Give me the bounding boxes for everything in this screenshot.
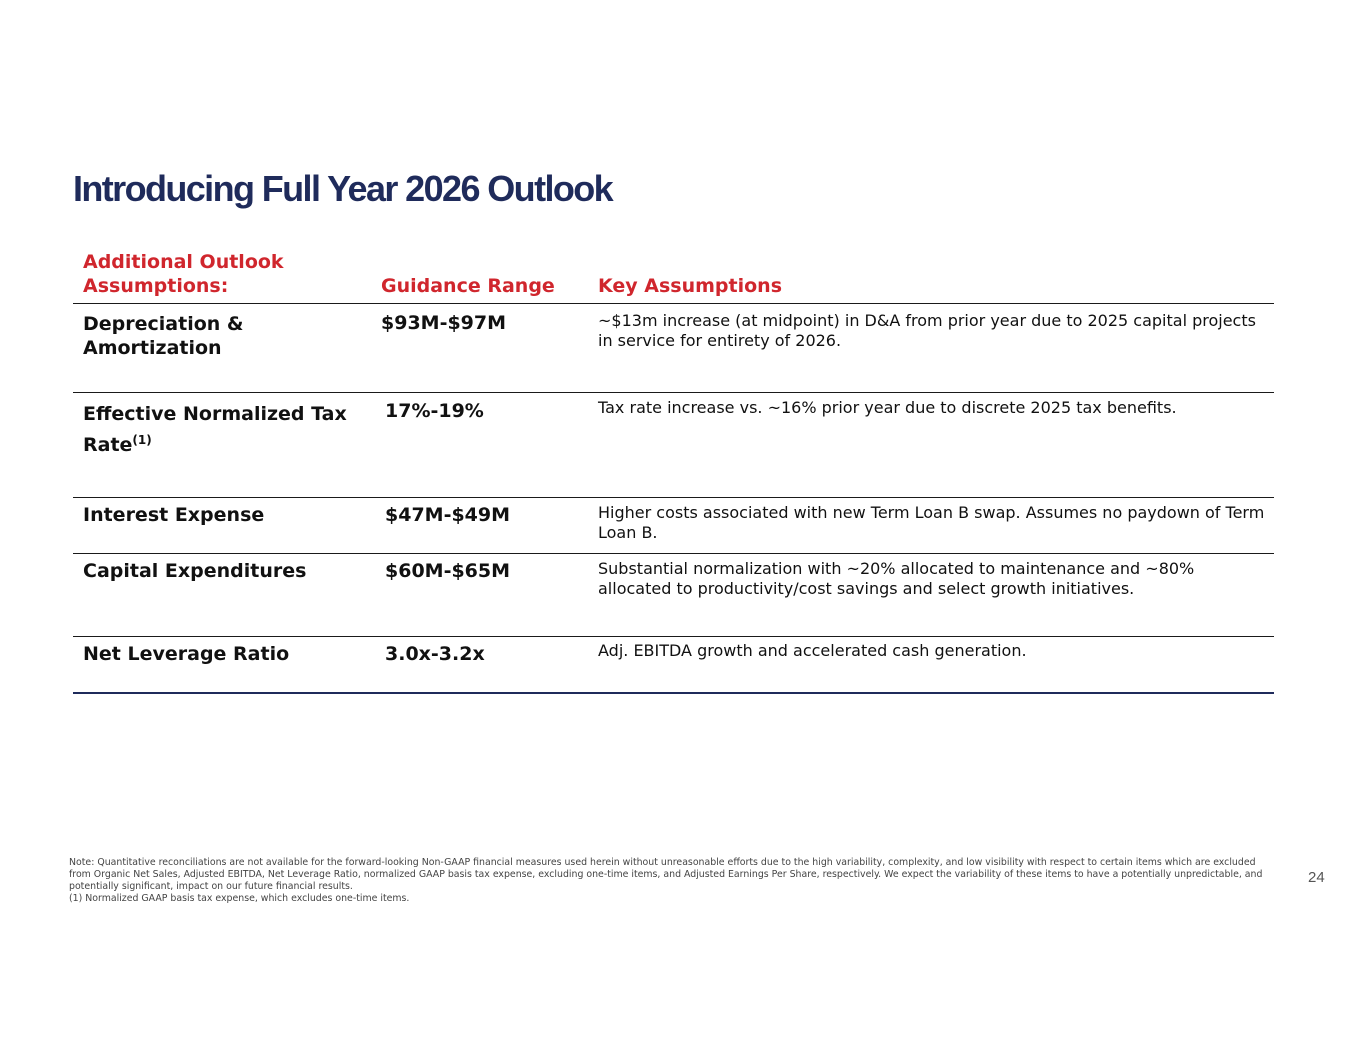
table-row-capital-expenditures: Capital Expenditures $60M-$65M Substanti… (73, 554, 1274, 637)
footnote-ref-1: (1) (132, 433, 152, 447)
table-row-net-leverage-ratio: Net Leverage Ratio 3.0x-3.2x Adj. EBITDA… (73, 637, 1274, 694)
table-header-row: Additional Outlook Assumptions: Guidance… (73, 248, 1274, 304)
row-label-text: Effective Normalized Tax Rate (83, 403, 347, 456)
row-guidance-range: $47M-$49M (385, 504, 511, 526)
row-guidance-range: 17%-19% (385, 400, 484, 422)
table-row-interest-expense: Interest Expense $47M-$49M Higher costs … (73, 498, 1274, 554)
row-key-assumption: Higher costs associated with new Term Lo… (598, 503, 1265, 542)
page-number: 24 (1308, 869, 1325, 886)
slide-title: Introducing Full Year 2026 Outlook (73, 168, 614, 209)
footnote-1: (1) Normalized GAAP basis tax expense, w… (69, 893, 410, 904)
row-label: Depreciation & Amortization (83, 313, 244, 359)
row-label: Interest Expense (83, 504, 265, 526)
row-guidance-range: $93M-$97M (381, 312, 507, 334)
header-additional-outlook-assumptions: Additional Outlook Assumptions: (83, 251, 284, 297)
row-guidance-range: $60M-$65M (385, 560, 511, 582)
header-key-assumptions: Key Assumptions (598, 275, 783, 297)
header-guidance-range: Guidance Range (381, 275, 555, 297)
row-key-assumption: Tax rate increase vs. ~16% prior year du… (598, 398, 1177, 417)
row-key-assumption: Adj. EBITDA growth and accelerated cash … (598, 641, 1027, 660)
footnote-note: Note: Quantitative reconciliations are n… (69, 857, 1263, 892)
footnote-block: Note: Quantitative reconciliations are n… (69, 857, 1264, 905)
table-row-effective-normalized-tax-rate: Effective Normalized Tax Rate(1) 17%-19%… (73, 393, 1274, 498)
outlook-assumptions-table: Additional Outlook Assumptions: Guidance… (73, 248, 1274, 694)
row-guidance-range: 3.0x-3.2x (385, 643, 485, 665)
row-key-assumption: ~$13m increase (at midpoint) in D&A from… (598, 311, 1256, 350)
row-label: Effective Normalized Tax Rate(1) (83, 399, 353, 461)
row-label: Capital Expenditures (83, 560, 307, 582)
row-key-assumption: Substantial normalization with ~20% allo… (598, 559, 1195, 598)
table-row-depreciation-amortization: Depreciation & Amortization $93M-$97M ~$… (73, 304, 1274, 393)
row-label: Net Leverage Ratio (83, 643, 290, 665)
